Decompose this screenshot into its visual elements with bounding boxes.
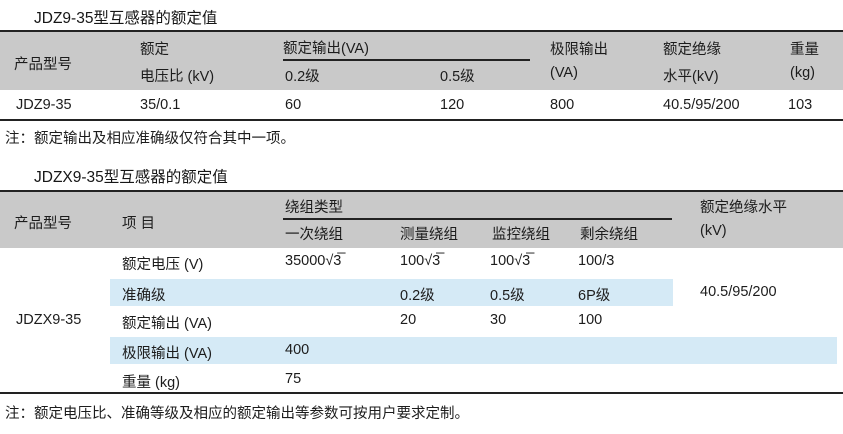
table1-title: JDZ9-35型互感器的额定值: [34, 10, 218, 27]
table2-cell-monitoring: 100√3̅: [490, 253, 531, 269]
table1-header-limit-output-line1: 极限输出: [550, 42, 608, 58]
table2-header-insulation-line2: (kV): [700, 223, 727, 239]
table2-cell-monitoring: 0.5级: [490, 288, 525, 304]
table2-row-label: 重量 (kg): [122, 375, 180, 391]
table1-header-rated-output-group: 额定输出(VA): [283, 41, 369, 57]
table2-bottom-border: [0, 392, 843, 394]
table1-note: 注：额定输出及相应准确级仅符合其中一项。: [5, 131, 295, 147]
table2-cell-model: JDZX9-35: [16, 312, 82, 328]
table1-header-limit-output-line2: (VA): [550, 65, 578, 81]
table2-cell-primary: 400: [285, 342, 310, 358]
table2-header: 产品型号 项 目 绕组类型 一次绕组 测量绕组 监控绕组 剩余绕组 额定绝缘水平…: [0, 190, 843, 248]
table1-bottom-border: [0, 119, 843, 121]
table2-cell-measuring: 100√3̅: [400, 253, 441, 269]
table2-title: JDZX9-35型互感器的额定值: [34, 169, 228, 186]
table2-highlight-band-limit-output-row: [110, 337, 837, 364]
table2-cell-residual: 100: [578, 312, 603, 328]
table1-cell-insulation: 40.5/95/200: [663, 97, 740, 113]
table2-cell-monitoring: 30: [490, 312, 507, 328]
table2-highlight-band-accuracy-row: [110, 279, 673, 306]
table2-row-label: 准确级: [122, 288, 166, 304]
table2-header-product-model: 产品型号: [14, 216, 72, 232]
table2-header-primary-winding: 一次绕组: [285, 227, 343, 243]
table2-cell-insulation: 40.5/95/200: [700, 284, 777, 300]
table2-header-measuring-winding: 测量绕组: [400, 227, 458, 243]
table2-cell-residual: 6P级: [578, 288, 611, 304]
table1-header-weight-line1: 重量: [790, 42, 819, 58]
table1-header-insulation-line1: 额定绝缘: [663, 42, 721, 58]
table1-cell-model: JDZ9-35: [16, 97, 72, 113]
table2-row-label: 额定输出 (VA): [122, 316, 212, 332]
table1-header-insulation-line2: 水平(kV): [663, 69, 719, 85]
table2-cell-measuring: 0.2级: [400, 288, 435, 304]
table2-header-insulation-line1: 额定绝缘水平: [700, 200, 787, 216]
table2-row-label: 极限输出 (VA): [122, 346, 212, 362]
table2-cell-measuring: 20: [400, 312, 417, 328]
table1-rated-output-underline: [283, 59, 530, 61]
table1-header-rated-ratio-line1: 额定: [140, 42, 169, 58]
table1-header: 产品型号 额定 电压比 (kV) 额定输出(VA) 0.2级 0.5级 极限输出…: [0, 30, 843, 90]
table2-row-label: 额定电压 (V): [122, 257, 204, 273]
table2-cell-residual: 100/3: [578, 253, 615, 269]
table2-header-residual-winding: 剩余绕组: [580, 227, 638, 243]
table1-header-rated-ratio-line2: 电压比 (kV): [140, 69, 215, 85]
table2-header-winding-type-group: 绕组类型: [285, 200, 343, 216]
table2-winding-type-underline: [283, 218, 672, 220]
table2-header-item: 项 目: [122, 216, 156, 232]
table1-cell-output-02: 60: [285, 97, 302, 113]
table2-note: 注：额定电压比、准确等级及相应的额定输出等参数可按用户要求定制。: [5, 406, 469, 422]
table1-cell-output-05: 120: [440, 97, 465, 113]
table1-cell-limit-output: 800: [550, 97, 575, 113]
table2-cell-primary: 35000√3̅: [285, 253, 342, 269]
table1-header-weight-line2: (kg): [790, 65, 815, 81]
table2-cell-primary: 75: [285, 371, 302, 387]
table2-header-monitoring-winding: 监控绕组: [492, 227, 550, 243]
table1-header-class-02: 0.2级: [285, 69, 320, 85]
table1-header-class-05: 0.5级: [440, 69, 475, 85]
table1-cell-ratio: 35/0.1: [140, 97, 181, 113]
table1-header-product-model: 产品型号: [14, 57, 72, 73]
table1-cell-weight: 103: [788, 97, 813, 113]
